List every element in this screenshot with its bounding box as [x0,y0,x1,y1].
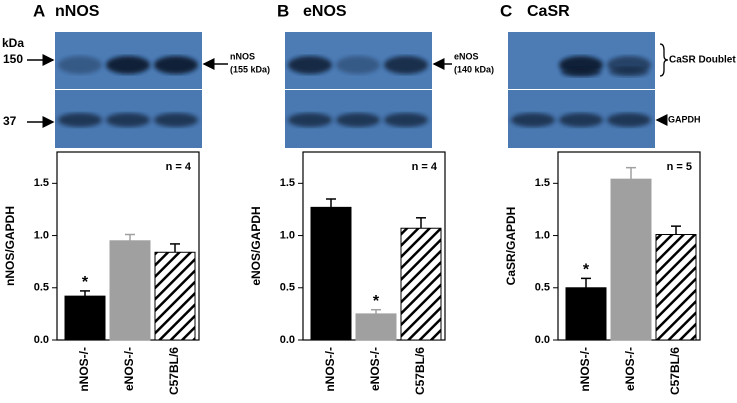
panel-title: CaSR [527,3,570,20]
blot-band [154,56,198,74]
error-bar [326,198,336,208]
significance-marker: * [373,293,380,310]
size-marker: 150 [3,52,23,66]
y-tick-label: 0.0 [280,334,295,346]
y-tick-label: 0.5 [280,282,295,294]
panel-letter: C [500,1,512,20]
blot-band [511,113,555,127]
x-tick-label: C57BL/6 [668,347,682,395]
blot-unit: kDa [2,36,24,50]
annotation: n = 5 [667,161,692,173]
error-bar [626,166,636,180]
annotation: n = 4 [166,161,192,173]
band-label: (155 kDa) [230,64,270,74]
loading-label: GAPDH [668,114,701,124]
blot-band [288,56,332,74]
significance-marker: * [82,274,89,291]
blot-band [561,67,601,77]
x-tick-label: eNOS-/- [122,347,136,391]
y-axis-label: nNOS/GAPDH [3,206,17,286]
x-tick-label: C57BL/6 [413,347,427,395]
error-bar [170,243,180,253]
blot-band [106,56,150,74]
band-label: CaSR Doublet [669,55,736,66]
blot-band [609,67,649,77]
panel-title: eNOS [303,3,347,20]
blot-band [559,113,603,127]
blot-band [288,113,332,127]
bar [400,227,442,341]
bar [355,313,397,341]
bar [154,251,196,341]
error-bar [371,308,381,314]
y-tick-label: 0.5 [34,282,49,294]
panel-title: nNOS [55,3,100,20]
blot-band [384,56,428,74]
y-axis-label: eNOS/GAPDH [249,206,263,285]
y-tick-label: 1.5 [535,177,550,189]
size-marker: 37 [3,114,17,128]
x-tick-label: eNOS-/- [368,347,382,391]
blot-band [607,113,651,127]
y-axis-label: CaSR/GAPDH [504,207,518,286]
blot-band [154,113,198,127]
annotation: n = 4 [412,161,438,173]
blot-band [336,113,380,127]
y-tick-label: 0.0 [535,334,550,346]
bar [310,206,352,341]
blot-band [106,113,150,127]
y-tick-label: 1.0 [34,229,49,241]
panel-letter: A [33,1,45,20]
error-bar [581,277,591,288]
x-tick-label: nNOS-/- [323,347,337,392]
x-tick-label: nNOS-/- [77,347,91,392]
bar [109,240,151,341]
y-tick-label: 1.5 [34,177,49,189]
blot-band [58,56,102,74]
panel-letter: B [277,1,289,20]
error-bar [416,217,426,229]
y-tick-label: 0.0 [34,334,49,346]
band-label: nNOS [230,51,255,61]
blot-band [336,56,380,74]
x-tick-label: nNOS-/- [578,347,592,392]
x-tick-label: C57BL/6 [167,347,181,395]
error-bar [125,233,135,241]
x-tick-label: eNOS-/- [623,347,637,391]
y-tick-label: 1.0 [280,229,295,241]
bar [565,287,607,341]
error-bar [80,290,90,297]
blot-band [384,113,428,127]
error-bar [671,225,681,235]
significance-marker: * [583,262,590,279]
brace [659,43,669,77]
y-tick-label: 1.0 [535,229,550,241]
bar [610,178,652,341]
bar [655,234,697,341]
band-label: eNOS [454,51,479,61]
y-tick-label: 1.5 [280,177,295,189]
band-label: (140 kDa) [454,64,494,74]
bar [64,295,106,341]
y-tick-label: 0.5 [535,282,550,294]
blot-band [58,113,102,127]
